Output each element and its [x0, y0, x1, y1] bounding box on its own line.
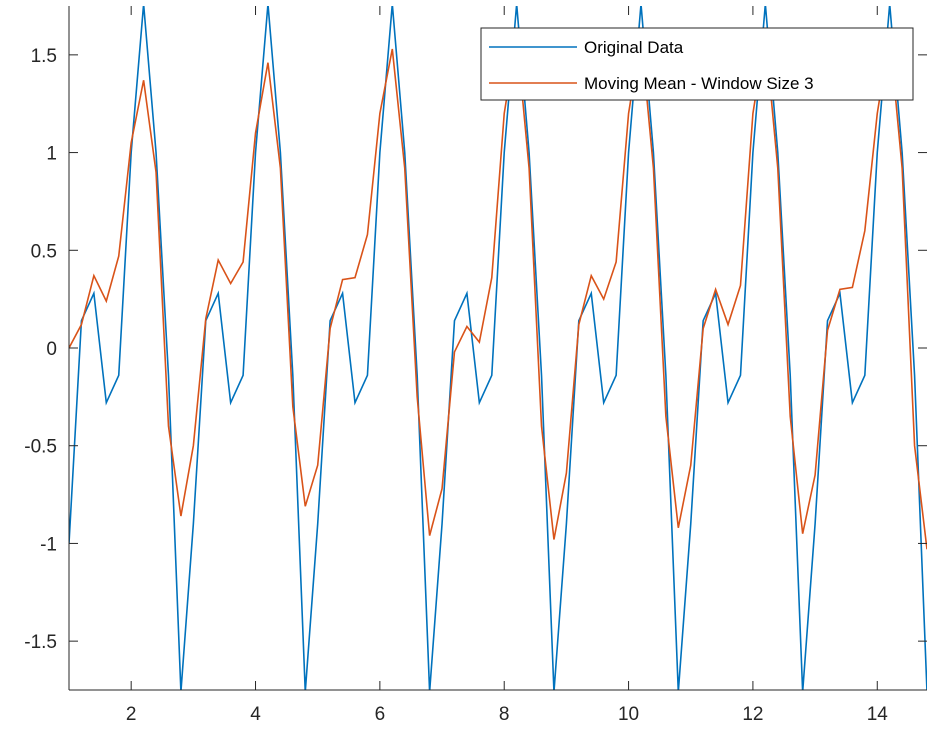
y-tick-label: -0.5: [24, 437, 57, 458]
legend-label: Moving Mean - Window Size 3: [584, 74, 814, 93]
x-tick-label: 14: [867, 704, 889, 725]
plot-area-background: [69, 6, 927, 690]
y-tick-label: -1.5: [24, 632, 57, 653]
series-line-moving-mean: [69, 35, 927, 550]
series-line-original-data: [69, 6, 927, 690]
axes-layer: -1.5 -1 -0.5 0 0.5 1 1.5 2 4 6 8 10 12 14: [24, 6, 927, 725]
legend-box: [480, 27, 914, 101]
x-tick-label: 10: [618, 704, 639, 725]
x-tick-label: 4: [250, 704, 261, 725]
x-tick-label: 6: [375, 704, 386, 725]
x-tick-label: 12: [742, 704, 763, 725]
legend-label: Original Data: [584, 38, 684, 57]
legend: Original Data Moving Mean - Window Size 3: [480, 27, 914, 101]
x-tick-label: 8: [499, 704, 510, 725]
series-layer: [69, 6, 927, 690]
y-tick-label: 0.5: [31, 241, 57, 262]
y-tick-label: 0: [46, 339, 57, 360]
y-tick-label: -1: [40, 534, 57, 555]
x-tick-label: 2: [126, 704, 137, 725]
y-tick-label: 1.5: [31, 46, 57, 67]
y-tick-label: 1: [46, 144, 57, 165]
